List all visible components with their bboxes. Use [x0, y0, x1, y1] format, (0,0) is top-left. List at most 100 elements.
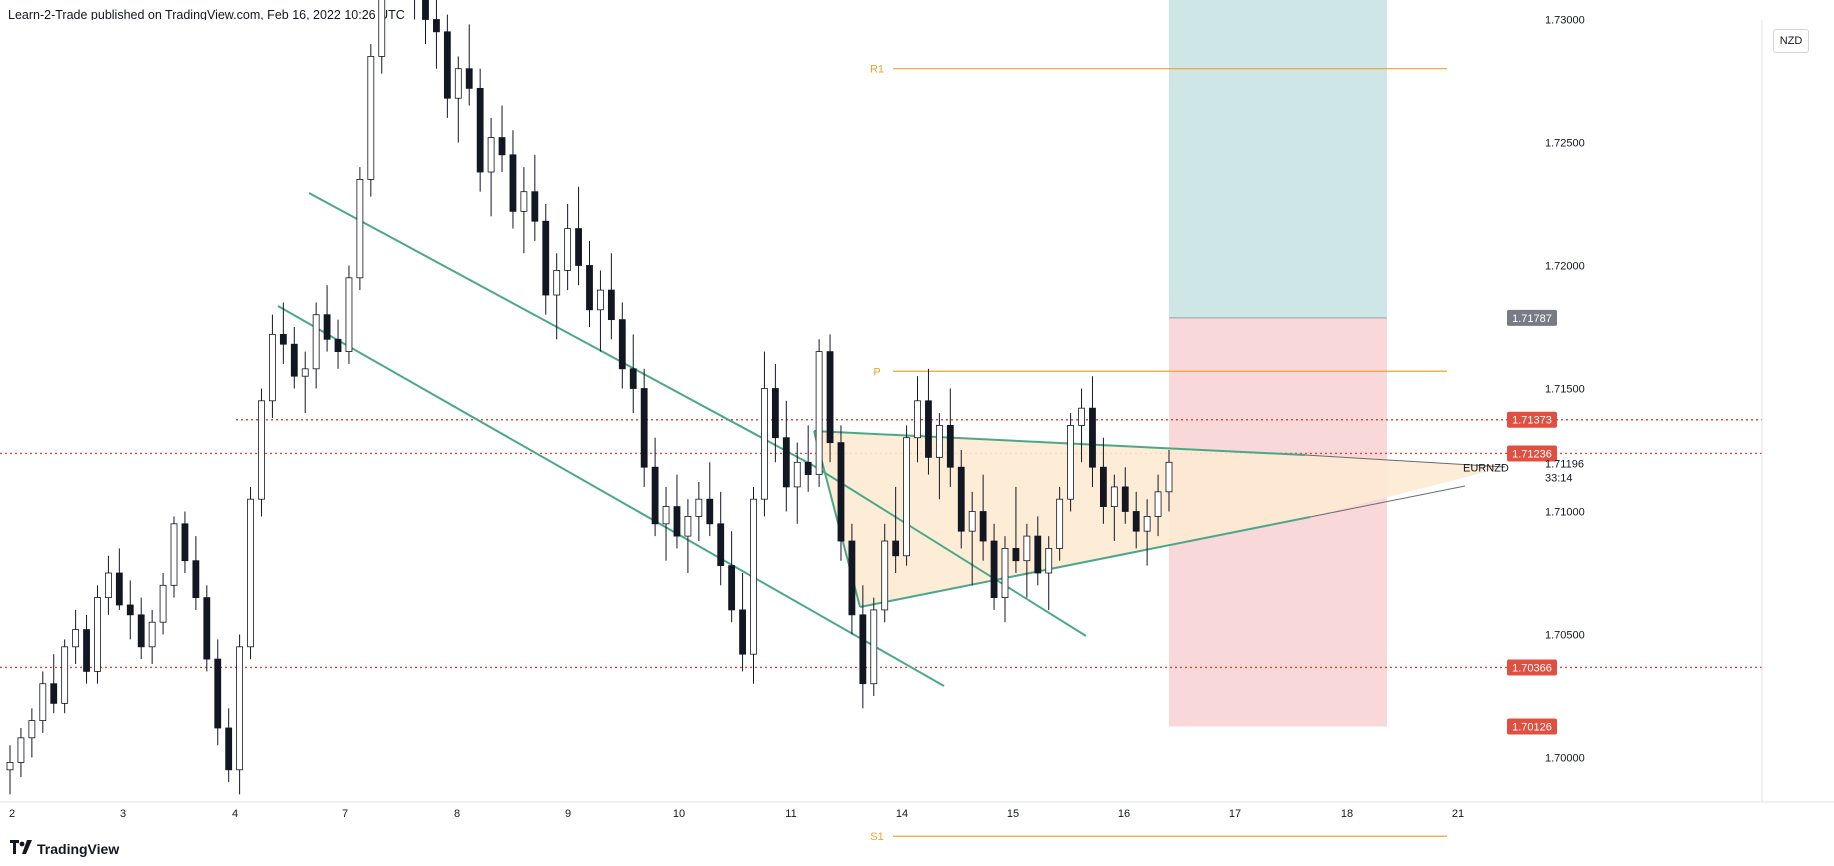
candle-body — [903, 437, 910, 557]
candle-body — [782, 437, 790, 488]
x-tick-label: 4 — [232, 808, 238, 820]
dotted-levels — [0, 419, 1762, 669]
price-tag-label: 1.71787 — [1512, 313, 1552, 325]
candle-body — [83, 629, 90, 672]
candle-body — [925, 400, 932, 458]
candle-body — [793, 461, 801, 488]
candle-body — [28, 720, 36, 739]
candle-body — [422, 0, 429, 20]
trend-line — [308, 192, 815, 467]
plot-area[interactable] — [0, 20, 1762, 802]
published-line: Learn-2-Trade published on TradingView.c… — [8, 8, 405, 22]
candle-body — [1001, 548, 1009, 599]
candle-body — [334, 338, 342, 352]
candle-body — [6, 762, 14, 771]
ohlc-open: O1.71064 — [236, 34, 292, 48]
pivot-label-r1: R1 — [870, 64, 884, 76]
candle-body — [564, 228, 572, 271]
y-tick-label: 1.72500 — [1545, 138, 1585, 150]
y-tick-label: 1.71500 — [1545, 384, 1585, 396]
price-tag-label: 1.70126 — [1512, 722, 1552, 734]
candle-body — [269, 333, 276, 402]
trend-line — [813, 430, 1306, 456]
candle-body — [290, 343, 298, 377]
candle-body — [1165, 461, 1173, 493]
trend-line — [1309, 485, 1466, 518]
candle-body — [848, 540, 856, 616]
candle-body — [870, 609, 878, 685]
indicator-legend[interactable]: Pivots (Traditional, Weekly, 1, Left) — [18, 52, 211, 66]
candle-body — [859, 614, 867, 685]
ohlc-close: C1.71196 — [426, 34, 480, 48]
stop-zone — [1169, 317, 1387, 727]
candle-body — [247, 498, 254, 648]
currency-button[interactable]: NZD — [1773, 29, 1809, 53]
candle-body — [1078, 407, 1085, 426]
candle-body — [181, 523, 189, 562]
candle-body — [1110, 486, 1118, 507]
x-tick-label: 17 — [1229, 808, 1241, 820]
candle-body — [61, 646, 69, 704]
time-axis[interactable]: 2 3 4 7 8 9 10 11 14 15 16 17 18 21 — [9, 808, 1464, 820]
price-tag — [1507, 445, 1557, 462]
candle-body — [837, 442, 845, 542]
candle-body — [946, 424, 954, 468]
candle-body — [1067, 424, 1075, 500]
pivot-lines: R2R1PS1 — [870, 64, 1447, 843]
candle-body — [651, 466, 659, 525]
candle-body — [575, 228, 582, 266]
trend-line — [859, 516, 1311, 608]
candle-body — [815, 351, 823, 476]
candle-body — [454, 68, 462, 99]
candle-body — [706, 498, 714, 525]
candle-body — [542, 220, 550, 296]
x-tick-label: 16 — [1118, 808, 1130, 820]
pivot-label-s1: S1 — [870, 831, 883, 843]
tradingview-brand[interactable]: TradingView — [10, 840, 119, 857]
candle-body — [607, 289, 615, 321]
candle-body — [1121, 486, 1129, 512]
candle-body — [1132, 511, 1140, 532]
price-tag — [1507, 411, 1557, 428]
candle-body — [170, 523, 178, 586]
candle-body — [739, 609, 746, 655]
candle-body — [1023, 535, 1031, 562]
candle-body — [312, 314, 320, 370]
candle-body — [148, 621, 156, 648]
candle-body — [433, 19, 440, 33]
x-tick-label: 7 — [342, 808, 348, 820]
candle-body — [629, 368, 637, 389]
trend-line — [813, 430, 861, 608]
candle-body — [935, 424, 943, 458]
ohlc-low: L1.71031 — [364, 34, 417, 48]
last-price-value: 1.71196 — [1545, 458, 1584, 470]
y-tick-label: 1.70500 — [1545, 630, 1585, 642]
candle-body — [597, 289, 604, 311]
triangle-pattern — [814, 431, 1505, 607]
candle-body — [695, 498, 703, 517]
candle-body — [968, 511, 976, 532]
candle-body — [94, 597, 101, 672]
candle-body — [72, 629, 80, 648]
drawing-shapes — [277, 192, 1506, 687]
candle-body — [1056, 498, 1064, 549]
candle-body — [826, 351, 834, 444]
x-tick-label: 10 — [673, 808, 685, 820]
candle-body — [476, 87, 484, 173]
price-axis[interactable]: 1.70000 1.70500 1.71000 1.71500 1.72000 1.725… — [1545, 0, 1585, 765]
symbol-name[interactable]: Euro / New Zealand Dollar, 1h, FXCM — [18, 34, 228, 48]
candle-body — [979, 511, 987, 542]
candle-body — [356, 178, 364, 279]
candle-body — [553, 270, 561, 296]
position-zones — [1169, 0, 1387, 727]
candle-body — [771, 388, 779, 439]
x-tick-label: 18 — [1341, 808, 1353, 820]
price-tag — [1507, 309, 1557, 326]
candle-body — [586, 265, 593, 311]
x-tick-label: 9 — [565, 808, 571, 820]
candle-body — [914, 400, 921, 439]
tradingview-logo-icon — [10, 840, 32, 857]
symbol-info: Euro / New Zealand Dollar, 1h, FXCM O1.7… — [18, 34, 602, 48]
candle-body — [1154, 491, 1162, 517]
